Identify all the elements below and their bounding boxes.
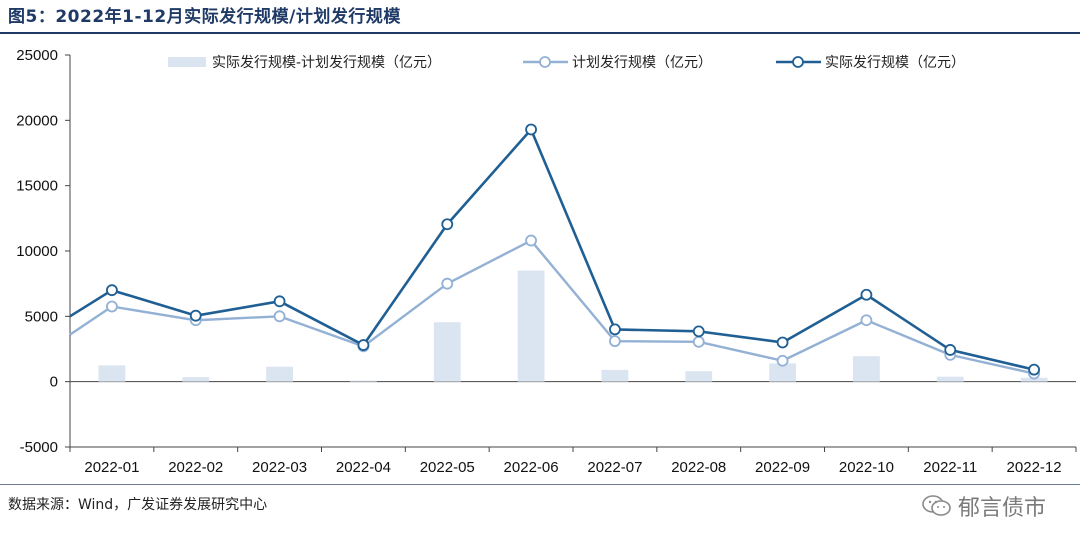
bar-diff-2022-02: [182, 377, 210, 382]
bar-diff-2022-10: [853, 356, 880, 382]
y-tick-label: 5000: [25, 308, 58, 325]
figure-title: 图5：2022年1-12月实际发行规模/计划发行规模: [8, 7, 401, 27]
planned-point-2022-08: [692, 335, 705, 348]
actual-point-2022-03: [273, 295, 286, 308]
actual-point-2022-01: [106, 284, 118, 297]
y-tick-label: 10000: [16, 243, 58, 260]
actual-point-2022-09: [776, 336, 789, 349]
wechat-icon: [922, 494, 952, 518]
legend-marker-actual: [792, 56, 804, 68]
actual-point-2022-10: [860, 288, 873, 301]
y-tick-label: 25000: [16, 47, 58, 64]
footer-divider: [0, 484, 1080, 485]
bar-diff-2022-05: [433, 322, 461, 382]
actual-point-2022-04: [357, 339, 370, 351]
bar-series: [98, 270, 1048, 382]
actual-point-2022-02: [189, 309, 202, 322]
x-tick-label: 2022-09: [755, 459, 810, 476]
y-tick-label: 15000: [16, 178, 58, 195]
bar-diff-2022-04: [350, 380, 377, 382]
bar-diff-2022-06: [517, 270, 545, 382]
brand-watermark: 郁言债市: [922, 490, 1046, 522]
x-tick-label: 2022-06: [504, 459, 559, 476]
actual-point-2022-12: [1028, 363, 1040, 376]
x-tick-label: 2022-10: [839, 459, 894, 476]
bar-diff-2022-12: [1020, 377, 1048, 382]
actual-line: [69, 128, 1035, 371]
y-tick-label: 20000: [16, 112, 58, 129]
x-tick-label: 2022-05: [420, 459, 475, 476]
legend-label-diff: 实际发行规模-计划发行规模（亿元）: [212, 55, 441, 71]
actual-point-2022-05: [441, 218, 454, 231]
planned-point-2022-03: [273, 310, 286, 323]
x-tick-label: 2022-03: [252, 459, 307, 476]
actual-point-2022-08: [692, 325, 705, 338]
x-tick-label: 2022-08: [671, 459, 726, 476]
planned-point-2022-07: [609, 335, 621, 348]
x-tick-label: 2022-12: [1007, 459, 1062, 476]
data-source-note: 数据来源：Wind，广发证券发展研究中心: [8, 497, 268, 513]
planned-point-2022-10: [860, 314, 873, 327]
legend-label-actual: 实际发行规模（亿元）: [825, 55, 965, 71]
planned-line: [69, 239, 1035, 375]
line-series: [69, 123, 1040, 380]
planned-point-2022-09: [776, 354, 789, 367]
legend-swatch-diff: [168, 57, 206, 67]
x-tick-label: 2022-04: [336, 459, 391, 476]
chart-axes: -5000 0 5000 10000 15000 20000 25000 2022-01 202…: [16, 47, 1077, 476]
y-tick-label: 0: [50, 374, 58, 391]
bar-diff-2022-09: [769, 363, 796, 382]
planned-point-2022-06: [525, 234, 537, 247]
bar-diff-2022-08: [685, 371, 713, 382]
x-tick-label: 2022-11: [923, 459, 977, 476]
planned-point-2022-01: [106, 300, 118, 313]
legend-label-planned: 计划发行规模（亿元）: [572, 55, 712, 71]
bar-diff-2022-01: [98, 365, 126, 382]
chart-legend: 实际发行规模-计划发行规模（亿元） 计划发行规模（亿元） 实际发行规模（亿元）: [168, 55, 965, 71]
chart-area: -5000 0 5000 10000 15000 20000 25000 2022-01 202…: [16, 47, 1077, 476]
bar-diff-2022-07: [601, 369, 629, 382]
x-tick-label: 2022-01: [84, 459, 139, 476]
x-tick-label: 2022-07: [587, 459, 642, 476]
y-tick-label: -5000: [20, 439, 58, 456]
legend-marker-planned: [539, 56, 551, 68]
actual-point-2022-06: [525, 123, 537, 136]
actual-point-2022-11: [944, 344, 957, 356]
x-tick-label: 2022-02: [168, 459, 223, 476]
brand-name: 郁言债市: [957, 496, 1046, 521]
planned-point-2022-05: [441, 277, 454, 290]
title-divider: [0, 32, 1080, 34]
bar-diff-2022-11: [936, 376, 964, 382]
bar-diff-2022-03: [266, 366, 293, 382]
actual-point-2022-07: [609, 323, 621, 336]
